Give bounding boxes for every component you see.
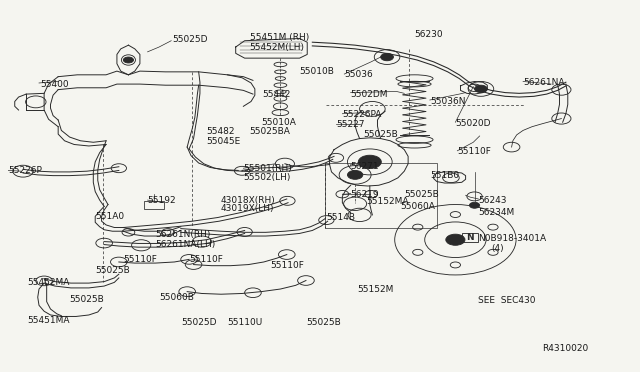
Text: 55110F: 55110F	[458, 147, 491, 156]
Text: 55010B: 55010B	[300, 67, 335, 76]
Text: 551A0: 551A0	[95, 212, 124, 221]
Text: 55502(LH): 55502(LH)	[243, 173, 291, 182]
Circle shape	[474, 85, 487, 93]
Circle shape	[348, 170, 363, 179]
Text: 55452MA: 55452MA	[28, 278, 70, 287]
Text: 55442: 55442	[262, 90, 291, 99]
Bar	[145, 201, 164, 209]
Text: N0B918-3401A: N0B918-3401A	[478, 234, 547, 243]
Circle shape	[358, 155, 381, 169]
Text: 55227: 55227	[336, 121, 364, 129]
Text: 43019X(LH): 43019X(LH)	[221, 205, 275, 214]
Text: 55045E: 55045E	[206, 137, 241, 146]
Text: 55025B: 55025B	[404, 190, 439, 199]
Text: 55025BA: 55025BA	[250, 126, 291, 136]
Text: 55110F: 55110F	[270, 261, 304, 270]
Bar	[325, 163, 437, 228]
Text: 56261NA: 56261NA	[523, 78, 564, 87]
Text: 56271: 56271	[351, 162, 380, 171]
Text: 55025B: 55025B	[95, 266, 130, 275]
Bar	[463, 234, 477, 242]
Circle shape	[124, 57, 134, 63]
Text: 55060B: 55060B	[159, 294, 194, 302]
Text: 5514B: 5514B	[326, 213, 355, 222]
Text: 55451M (RH): 55451M (RH)	[250, 33, 309, 42]
Text: 55010A: 55010A	[261, 118, 296, 127]
Text: R4310020: R4310020	[542, 344, 589, 353]
Text: 56261N(RH): 56261N(RH)	[156, 230, 211, 240]
Text: 55020D: 55020D	[456, 119, 491, 128]
Text: 55025D: 55025D	[180, 318, 216, 327]
Text: 55152M: 55152M	[357, 285, 394, 294]
Text: 55400: 55400	[40, 80, 69, 89]
Text: 55152MA: 55152MA	[366, 197, 408, 206]
Text: 55482: 55482	[206, 126, 235, 136]
Text: 55025B: 55025B	[364, 130, 398, 140]
Text: N: N	[467, 233, 474, 243]
Text: 55226P: 55226P	[8, 166, 42, 175]
Text: 56230: 56230	[415, 30, 443, 39]
Circle shape	[381, 53, 394, 61]
Text: 55025D: 55025D	[172, 35, 207, 44]
Text: 55192: 55192	[148, 196, 176, 205]
Text: 55501(RH): 55501(RH)	[243, 164, 292, 173]
Text: 551B0: 551B0	[430, 171, 459, 180]
Text: 56234M: 56234M	[478, 208, 515, 217]
Circle shape	[469, 202, 479, 208]
Text: 55025B: 55025B	[70, 295, 104, 304]
Text: 55036N: 55036N	[430, 97, 465, 106]
Circle shape	[446, 234, 465, 245]
Text: 56219: 56219	[351, 190, 380, 199]
Text: 55110U: 55110U	[227, 318, 262, 327]
Text: (4): (4)	[491, 244, 504, 253]
Text: 55452M(LH): 55452M(LH)	[250, 42, 305, 51]
Text: 56261NA(LH): 56261NA(LH)	[156, 240, 216, 249]
Text: 43018X(RH): 43018X(RH)	[221, 196, 276, 205]
Text: 5502DM: 5502DM	[351, 90, 388, 99]
Text: 55025B: 55025B	[306, 318, 340, 327]
Text: SEE  SEC430: SEE SEC430	[478, 296, 536, 305]
Text: 56243: 56243	[478, 196, 507, 205]
Text: 55110F: 55110F	[124, 255, 157, 264]
Text: 55110F: 55110F	[189, 255, 223, 264]
Text: 55060A: 55060A	[400, 202, 435, 211]
Text: 55226PA: 55226PA	[342, 110, 381, 119]
Text: 55451MA: 55451MA	[28, 316, 70, 325]
Text: 55036: 55036	[344, 70, 373, 79]
